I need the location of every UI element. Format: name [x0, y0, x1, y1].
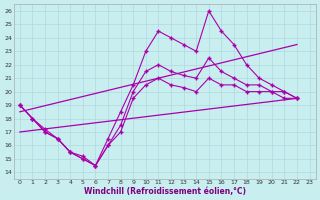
X-axis label: Windchill (Refroidissement éolien,°C): Windchill (Refroidissement éolien,°C)	[84, 187, 246, 196]
